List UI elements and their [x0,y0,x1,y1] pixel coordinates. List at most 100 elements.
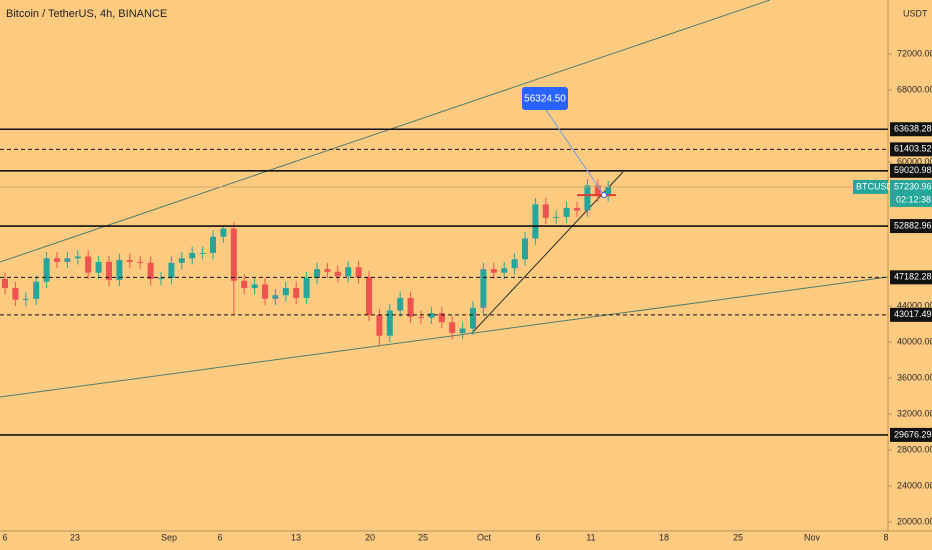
y-tick-label: 40000.00 [897,336,932,346]
candle-body [594,185,601,196]
x-tick-label: 6 [535,532,540,542]
candle-body [563,207,570,217]
symbol-tag [853,179,888,194]
candle-body [407,297,414,317]
level-label: 47182.28 [894,272,932,282]
candle-body [355,267,362,278]
y-tick-label: 44000.00 [897,300,932,310]
candle-body [95,261,102,273]
trend-line [471,171,624,334]
candle-body [147,262,154,279]
candle-body [2,279,8,288]
level-tag [890,122,932,137]
candle-body [376,315,383,336]
candle-body [438,313,445,323]
callout-box [522,87,568,110]
candle-body [262,284,268,299]
current-price: 57230.96 [894,181,932,191]
candle-body [490,269,497,273]
candle-body [282,288,289,296]
x-tick-label: 11 [586,532,595,542]
callout-point [601,192,607,199]
candle-body [397,297,404,311]
candle-body [574,207,580,211]
level-label: 29676.29 [894,429,932,439]
candle-body [64,258,71,262]
candle-body [511,259,518,269]
callout-pointer [545,109,605,196]
candle-body [386,310,393,336]
candle-body [251,284,258,288]
trend-line [0,276,889,398]
candle-body [532,204,539,239]
candle-body [158,278,164,280]
y-tick-label: 28000.00 [897,444,932,454]
x-tick-label: 20 [365,532,375,542]
candle-body [272,295,279,299]
x-tick-label: 25 [418,532,428,542]
candle-body [303,278,310,298]
axis-unit: USDT [903,8,928,18]
candle-body [241,280,248,288]
y-tick-label: 60000.00 [897,156,932,166]
candle-body [178,258,185,263]
price-tag [890,179,932,207]
candle-body [33,281,40,299]
candle-body [501,268,508,273]
x-tick-label: Nov [804,532,821,542]
candle-body [74,256,81,259]
callout-label: 56324.50 [524,94,566,105]
x-tick-label: 13 [291,532,301,542]
candle-body [12,288,19,300]
countdown: 02:12:38 [896,194,931,204]
candle-body [22,298,29,300]
candle-body [116,260,123,280]
candle-body [293,288,300,298]
candle-body [542,204,549,218]
candle-body [324,269,331,272]
y-tick-label: 32000.00 [897,408,932,418]
candle-body [314,269,320,279]
trend-line [0,0,771,263]
y-tick-label: 24000.00 [897,480,932,490]
candle-body [106,261,112,280]
x-tick-label: 6 [2,532,7,542]
x-tick-label: 25 [733,532,743,542]
y-tick-label: 72000.00 [897,48,932,58]
candle-body [553,216,560,218]
level-tag [890,219,932,234]
candle-body [210,236,216,253]
candle-body [137,261,144,263]
level-tag [890,163,932,178]
candle-body [584,185,591,211]
candle-body [199,252,206,254]
candle-body [54,258,60,262]
candle-body [334,271,341,277]
candle-body [459,328,466,333]
chart-title: Bitcoin / TetherUS, 4h, BINANCE [6,8,167,20]
candle-body [449,322,456,333]
level-tag [890,427,932,442]
candle-body [168,262,175,279]
candle-body [480,269,487,308]
x-tick-label: 23 [70,532,80,542]
candle-body [470,307,476,329]
x-tick-label: 8 [883,532,888,542]
candle-body [85,256,92,273]
symbol-label: BTCUSDT [856,181,899,191]
candle-body [605,186,612,196]
candle-body [230,228,237,281]
level-label: 63638.28 [894,124,932,134]
candle-body [43,258,50,282]
y-tick-label: 68000.00 [897,84,932,94]
candle-body [220,228,227,237]
level-tag [890,270,932,285]
candle-body [345,267,352,277]
candle-body [366,277,372,315]
x-tick-label: 6 [217,532,222,542]
y-tick-label: 20000.00 [897,516,932,526]
candle-body [428,313,435,318]
level-label: 59020.98 [894,165,932,175]
